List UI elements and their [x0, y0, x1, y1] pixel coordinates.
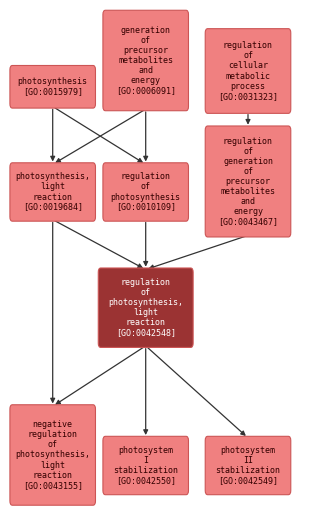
FancyBboxPatch shape [98, 268, 193, 348]
Text: regulation
of
photosynthesis
[GO:0010109]: regulation of photosynthesis [GO:0010109… [111, 173, 181, 211]
FancyBboxPatch shape [10, 163, 95, 221]
Text: photosystem
II
stabilization
[GO:0042549]: photosystem II stabilization [GO:0042549… [215, 446, 281, 485]
Text: photosynthesis,
light
reaction
[GO:0019684]: photosynthesis, light reaction [GO:00196… [15, 173, 90, 211]
FancyBboxPatch shape [103, 163, 188, 221]
Text: regulation
of
cellular
metabolic
process
[GO:0031323]: regulation of cellular metabolic process… [218, 42, 278, 100]
Text: photosynthesis
[GO:0015979]: photosynthesis [GO:0015979] [18, 77, 88, 96]
Text: photosystem
I
stabilization
[GO:0042550]: photosystem I stabilization [GO:0042550] [113, 446, 178, 485]
FancyBboxPatch shape [205, 437, 291, 494]
FancyBboxPatch shape [103, 11, 188, 111]
FancyBboxPatch shape [205, 126, 291, 237]
Text: regulation
of
photosynthesis,
light
reaction
[GO:0042548]: regulation of photosynthesis, light reac… [108, 278, 183, 337]
FancyBboxPatch shape [10, 66, 95, 108]
FancyBboxPatch shape [10, 405, 95, 505]
FancyBboxPatch shape [205, 28, 291, 114]
Text: negative
regulation
of
photosynthesis,
light
reaction
[GO:0043155]: negative regulation of photosynthesis, l… [15, 420, 90, 490]
FancyBboxPatch shape [103, 437, 188, 494]
Text: regulation
of
generation
of
precursor
metabolites
and
energy
[GO:0043467]: regulation of generation of precursor me… [218, 137, 278, 226]
Text: generation
of
precursor
metabolites
and
energy
[GO:0006091]: generation of precursor metabolites and … [116, 26, 176, 95]
